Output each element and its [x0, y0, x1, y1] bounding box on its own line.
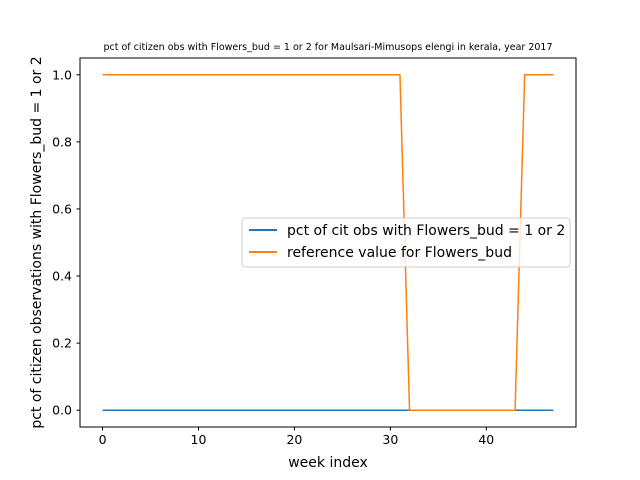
- x-tick-label: 20: [286, 432, 302, 447]
- y-tick-label: 0.2: [52, 336, 72, 351]
- y-axis: 0.0 0.2 0.4 0.6 0.8 1.0: [52, 67, 80, 418]
- y-tick-label: 0.6: [52, 201, 72, 216]
- series-line-2: [102, 74, 554, 411]
- axes-frame: [79, 57, 577, 428]
- x-axis-label: week index: [288, 455, 368, 471]
- legend-frame: [241, 217, 571, 268]
- plot-area: [102, 74, 554, 411]
- legend-label-series-2: reference value for Flowers_bud: [287, 245, 512, 261]
- legend-label-series-1: pct of cit obs with Flowers_bud = 1 or 2: [287, 223, 565, 239]
- y-axis-label: pct of citizen observations with Flowers…: [29, 56, 45, 428]
- x-tick-label: 40: [478, 432, 494, 447]
- y-tick-label: 1.0: [52, 67, 72, 82]
- x-axis: 0 10 20 30 40: [99, 427, 494, 447]
- y-tick-label: 0.8: [52, 134, 72, 149]
- chart-title: pct of citizen obs with Flowers_bud = 1 …: [103, 42, 552, 53]
- y-tick-label: 0.4: [52, 269, 72, 284]
- x-tick-label: 10: [191, 432, 207, 447]
- y-tick-label: 0.0: [52, 403, 72, 418]
- x-tick-label: 0: [99, 432, 107, 447]
- legend: pct of cit obs with Flowers_bud = 1 or 2…: [241, 217, 571, 268]
- x-tick-label: 30: [382, 432, 398, 447]
